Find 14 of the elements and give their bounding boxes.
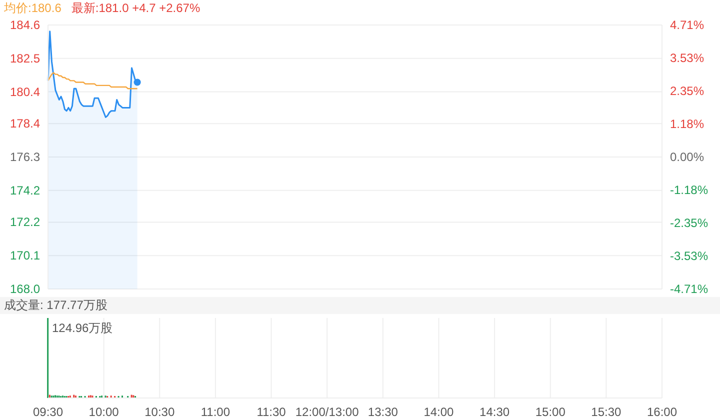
- x-tick-label: 14:00: [424, 405, 454, 418]
- x-tick-label: 12:00/13:00: [295, 405, 360, 418]
- x-tick-label: 11:00: [200, 405, 230, 418]
- x-tick-label: 10:00: [88, 405, 120, 418]
- x-tick-label: 14:30: [480, 405, 510, 418]
- x-tick-label: 09:30: [32, 405, 64, 418]
- x-tick-label: 15:00: [535, 405, 566, 418]
- x-tick-label: 10:30: [144, 405, 175, 418]
- annotation: 124.96万股: [52, 320, 113, 337]
- x-tick-label: 15:30: [591, 405, 622, 418]
- x-tick-label: 11:30: [256, 405, 286, 418]
- chart-title: 成交量: 177.77万股: [4, 297, 108, 314]
- x-tick-label: 13:30: [368, 405, 398, 418]
- x-tick-label: 16:00: [646, 405, 678, 418]
